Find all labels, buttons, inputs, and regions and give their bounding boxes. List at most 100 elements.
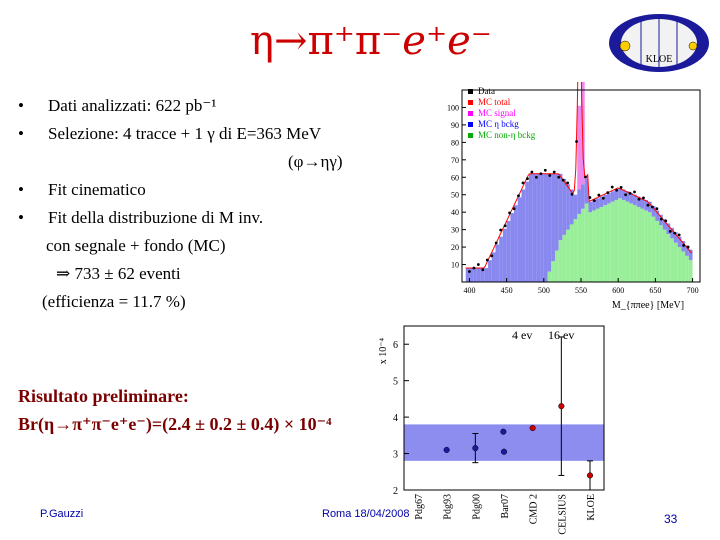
histogram-bar-non-eta xyxy=(651,216,656,282)
histogram-bar-eta xyxy=(532,173,537,282)
category-label: Bar07 xyxy=(500,494,511,518)
histogram-bar-eta xyxy=(618,187,622,199)
histogram-bar-non-eta xyxy=(655,220,660,282)
y-tick-label: 20 xyxy=(451,243,459,252)
measurement-point xyxy=(472,445,479,452)
data-point xyxy=(570,192,574,196)
data-point xyxy=(615,188,619,192)
histogram-bar-non-eta xyxy=(603,205,608,282)
histogram-bar-non-eta xyxy=(621,199,626,282)
histogram-bar-eta xyxy=(484,268,489,282)
data-point xyxy=(508,211,511,215)
legend-swatch xyxy=(468,133,473,138)
histogram-bar-non-eta xyxy=(640,208,645,282)
bullet-item: • Selezione: 4 tracce + 1 γ di E=363 MeV xyxy=(18,124,322,143)
y-tick-label: 40 xyxy=(451,208,459,217)
histogram-bar-eta xyxy=(677,236,682,248)
histogram-bar-eta xyxy=(629,192,634,204)
x-tick-label: 500 xyxy=(538,286,550,295)
histogram-bar-eta xyxy=(640,198,645,209)
histogram-x-label: M_{ππee} [MeV] xyxy=(612,300,684,311)
category-label: CMD 2 xyxy=(529,494,540,524)
data-point xyxy=(543,168,547,172)
data-point xyxy=(682,243,686,247)
y-tick-label: 30 xyxy=(451,226,459,235)
y-tick-label: 5 xyxy=(393,377,398,388)
histogram-bar-non-eta xyxy=(558,240,563,282)
data-point xyxy=(673,231,677,235)
data-point xyxy=(592,199,596,203)
histogram-bar-eta xyxy=(651,206,656,217)
histogram-bar-non-eta xyxy=(588,212,593,282)
title-main: η→π⁺π⁻ xyxy=(250,18,403,64)
y-tick-label: 100 xyxy=(447,103,459,112)
histogram-bar-eta xyxy=(540,173,544,282)
category-label: Pdg93 xyxy=(443,494,454,520)
y-tick-label: 70 xyxy=(451,156,459,165)
result-value: Br(η→π⁺π⁻e⁺e⁻)=(2.4 ± 0.2 ± 0.4) × 10⁻⁴ xyxy=(18,414,332,434)
data-point xyxy=(490,254,494,258)
data-point xyxy=(633,190,636,194)
histogram-bar-eta xyxy=(499,236,503,282)
histogram-bar-non-eta xyxy=(677,247,682,282)
data-point xyxy=(539,172,543,176)
footer-author: P.Gauzzi xyxy=(40,508,84,520)
histogram-bar-eta xyxy=(502,228,507,282)
histogram-bar-eta xyxy=(610,191,615,202)
data-point xyxy=(517,194,520,198)
histogram-bar-non-eta xyxy=(659,225,663,282)
data-point xyxy=(659,217,663,221)
histogram-bar-eta xyxy=(558,173,563,241)
data-point xyxy=(530,170,534,174)
annotation-4-ev: 4 ev xyxy=(512,328,532,342)
data-point xyxy=(588,196,592,199)
signal-background-line: con segnale + fondo (MC) xyxy=(46,236,226,255)
data-point xyxy=(476,263,480,266)
data-point xyxy=(655,207,659,211)
histogram-bar-non-eta xyxy=(577,213,581,282)
legend-entry: MC signal xyxy=(478,108,516,118)
data-point xyxy=(512,207,516,211)
y-tick-label: 80 xyxy=(451,138,459,147)
histogram-bar-non-eta xyxy=(562,234,567,282)
branching-ratio-comparison-plot: x 10⁻⁴ 2 3 4 5 6 Pdg67 Pdg93 Pdg00 Bar07 CMD 2 CEL… xyxy=(378,325,605,535)
histogram-bar-eta xyxy=(584,179,589,204)
histogram-bar-non-eta xyxy=(547,271,552,282)
data-point xyxy=(468,270,471,273)
data-point xyxy=(485,258,489,262)
histogram-bar-eta xyxy=(476,268,481,282)
histogram-bar-non-eta xyxy=(551,261,555,282)
measurement-point xyxy=(443,446,450,453)
histogram-bar-non-eta xyxy=(633,205,637,282)
legend-entry: MC non-η bckg xyxy=(478,130,536,140)
histogram-bar-non-eta xyxy=(688,260,693,282)
data-point xyxy=(526,177,529,181)
histogram-bar-eta xyxy=(636,196,641,207)
legend-entry: MC total xyxy=(478,97,511,107)
histogram-bar-eta xyxy=(592,199,596,211)
measurement-point xyxy=(500,448,508,455)
y-tick-label: 60 xyxy=(451,173,459,182)
data-point xyxy=(503,224,507,228)
data-point xyxy=(566,181,570,185)
data-point xyxy=(646,203,650,207)
histogram-bar-non-eta xyxy=(607,203,611,282)
data-point xyxy=(499,228,503,232)
histogram-bar-eta xyxy=(510,213,515,282)
histogram-bar-eta xyxy=(688,249,693,261)
histogram-bar-eta xyxy=(551,173,555,262)
y-tick-label: 6 xyxy=(393,340,398,351)
measurement-point xyxy=(558,403,565,410)
histogram-bar-eta xyxy=(514,205,518,282)
histogram-bar-eta xyxy=(603,194,608,206)
histogram-bar-eta xyxy=(495,244,500,282)
histogram-bar-eta xyxy=(473,268,477,282)
histogram-bar-eta xyxy=(465,268,470,282)
histogram-bar-non-eta xyxy=(566,229,570,282)
histogram-bar-non-eta xyxy=(662,229,667,282)
comparison-y-label: x 10⁻⁴ xyxy=(378,337,389,364)
histogram-bar-eta xyxy=(588,201,593,213)
histogram-bar-non-eta xyxy=(625,201,630,282)
histogram-bar-eta xyxy=(599,196,604,207)
